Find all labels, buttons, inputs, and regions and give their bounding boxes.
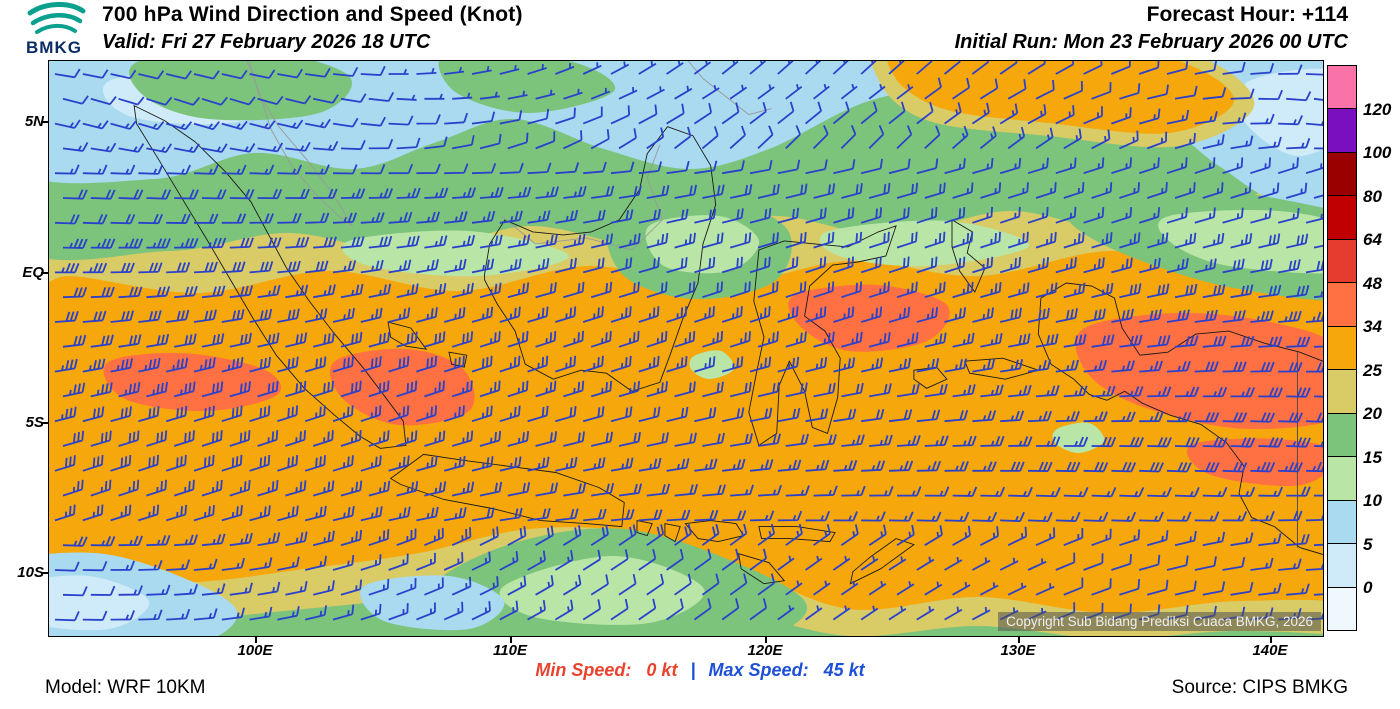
lon-label-120e: 120E [747, 642, 783, 659]
bmkg-logo: BMKG [26, 2, 86, 57]
lon-tick [1270, 637, 1272, 643]
lat-tick [41, 572, 48, 574]
legend-segment [1328, 195, 1356, 239]
max-speed-value: 45 kt [823, 660, 865, 680]
lat-tick [41, 272, 48, 274]
legend-value: 15 [1363, 448, 1382, 467]
legend-value: 64 [1363, 230, 1382, 249]
model-label: Model: WRF 10KM [45, 677, 206, 698]
map-area: Copyright Sub Bidang Prediksi Cuaca BMKG… [48, 60, 1324, 637]
legend-segment [1328, 499, 1356, 544]
lat-label-5n: 5N [24, 113, 44, 130]
legend-segment [1328, 586, 1356, 631]
legend-segment [1328, 108, 1356, 152]
min-max-separator: | [690, 660, 696, 680]
lon-tick [510, 637, 512, 643]
legend-segment [1328, 369, 1356, 413]
logo-swoosh-icon [27, 2, 86, 34]
legend-value: 80 [1363, 187, 1382, 206]
wind-speed-colorbar [1327, 65, 1357, 631]
legend-segment [1328, 412, 1356, 457]
lon-label-110e: 110E [493, 642, 527, 659]
initial-run: Initial Run: Mon 23 February 2026 00 UTC [954, 31, 1348, 53]
legend-value: 120 [1363, 100, 1392, 119]
legend-value: 25 [1363, 361, 1382, 380]
lat-label-10s: 10S [17, 564, 44, 581]
legend-value: 10 [1363, 491, 1382, 510]
valid-time: Valid: Fri 27 February 2026 18 UTC [102, 31, 431, 53]
lat-label-5s: 5S [25, 414, 44, 431]
min-speed-value: 0 kt [646, 660, 678, 680]
legend-value: 0 [1363, 578, 1373, 597]
legend-segment [1328, 543, 1356, 587]
lon-tick [1018, 637, 1020, 643]
legend-segment [1328, 66, 1356, 109]
legend-segment [1328, 325, 1356, 370]
legend-segment [1328, 456, 1356, 500]
min-speed-label: Min Speed: [535, 660, 632, 680]
legend-value: 5 [1363, 535, 1373, 554]
lon-label-100e: 100E [237, 642, 273, 659]
min-max-speed: Min Speed: 0 kt | Max Speed: 45 kt [0, 660, 1400, 681]
legend-segment [1328, 282, 1356, 326]
lon-label-140e: 140E [1252, 642, 1288, 659]
forecast-hour: Forecast Hour: +114 [1146, 3, 1348, 26]
wind-map [49, 61, 1323, 636]
copyright-banner: Copyright Sub Bidang Prediksi Cuaca BMKG… [998, 612, 1321, 631]
lon-label-130e: 130E [1000, 642, 1036, 659]
page-title: 700 hPa Wind Direction and Speed (Knot) [102, 3, 523, 26]
lat-tick [41, 422, 48, 424]
lon-tick [765, 637, 767, 643]
source-label: Source: CIPS BMKG [1171, 677, 1348, 698]
legend-value: 48 [1363, 274, 1382, 293]
lon-tick [255, 637, 257, 643]
wind-barbs [54, 61, 1323, 622]
lat-tick [41, 121, 48, 123]
legend-segment [1328, 238, 1356, 283]
legend-value: 34 [1363, 317, 1382, 336]
legend-segment [1328, 151, 1356, 196]
lat-label-eq: EQ [22, 264, 44, 281]
logo-text: BMKG [26, 38, 82, 57]
legend-value: 20 [1363, 404, 1382, 423]
legend-value: 100 [1363, 143, 1392, 162]
max-speed-label: Max Speed: [708, 660, 809, 680]
shading-layers [49, 61, 1323, 636]
